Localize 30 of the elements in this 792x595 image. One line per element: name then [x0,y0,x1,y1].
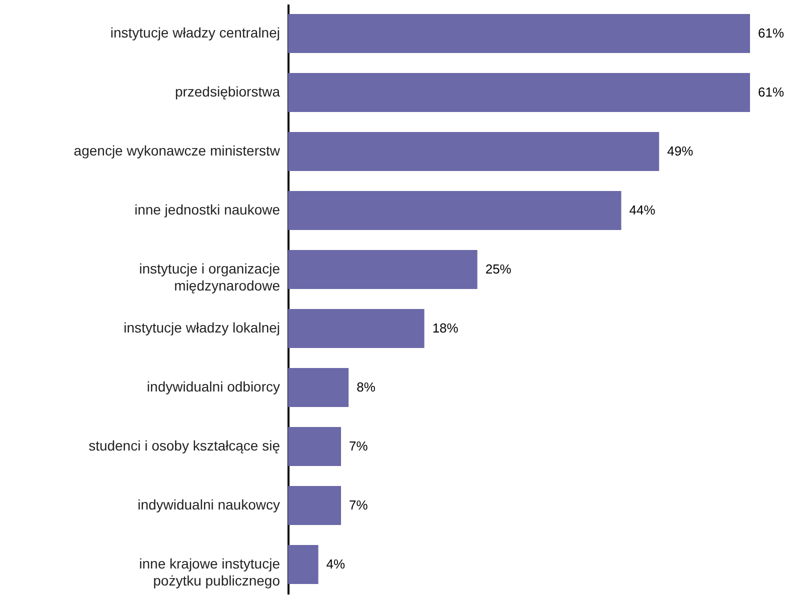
bar [288,427,342,466]
data-label: 61% [758,26,784,40]
bar [288,250,478,289]
y-tick-label: przedsiębiorstwa [174,84,280,100]
data-label: 49% [667,144,694,158]
data-label: 7% [349,438,368,454]
y-tick-label: instytucje i organizacje międzynarodowe [139,260,280,294]
data-label: 61% [758,84,784,100]
y-tick-label: indywidualni naukowcy [138,496,280,512]
bar [288,545,318,584]
y-tick-label: instytucje władzy centralnej [110,24,280,40]
data-label: 18% [432,320,459,336]
y-tick-label: inne jednostki naukowe [134,202,280,218]
y-tick-label: instytucje władzy lokalnej [124,320,280,336]
y-tick-label: inne krajowe instytucje pożytku publicznego [139,556,280,588]
data-label: 44% [629,202,656,218]
bar [288,368,349,407]
bar [288,191,622,230]
bar [288,309,424,348]
bar [288,14,750,53]
data-label: 4% [326,556,346,572]
data-label: 8% [356,380,376,394]
data-label: 7% [349,498,368,512]
y-tick-label: agencje wykonawcze ministerstw [74,142,281,158]
y-tick-label: indywidualni odbiorcy [146,378,280,394]
data-label: 25% [485,262,512,276]
bar [288,73,750,112]
bar [288,486,342,525]
bar [288,132,660,171]
y-tick-label: studenci i osoby kształcące się [88,438,280,454]
